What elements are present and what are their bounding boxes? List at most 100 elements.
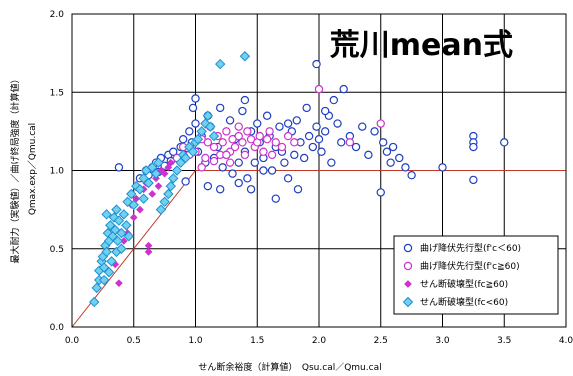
- data-point: [395, 153, 404, 163]
- data-point: [469, 175, 478, 185]
- data-point: [112, 235, 123, 247]
- legend-item: 曲げ降伏先行型(f'c≧60): [403, 260, 520, 272]
- data-point: [243, 174, 252, 183]
- data-point: [101, 246, 112, 258]
- data-point: [128, 199, 139, 211]
- legend: 曲げ降伏先行型(f'c＜60) 曲げ降伏先行型(f'c≧60) せん断破壊型(fc≧…: [393, 235, 559, 315]
- y-tick-label: 1.0: [50, 167, 65, 177]
- data-points: [89, 51, 509, 308]
- data-point: [123, 231, 135, 242]
- legend-label: せん断破壊型(fc≧60): [420, 278, 508, 290]
- x-tick-label: 3.5: [497, 336, 511, 346]
- data-point: [376, 119, 385, 128]
- data-point: [265, 127, 274, 136]
- data-point: [290, 150, 299, 160]
- data-point: [215, 185, 225, 194]
- data-point: [159, 196, 170, 208]
- x-tick-label: 0.5: [127, 336, 141, 346]
- data-point: [144, 248, 153, 256]
- data-point: [240, 150, 250, 160]
- data-point: [267, 166, 277, 175]
- data-point: [160, 169, 169, 178]
- data-point: [314, 84, 324, 94]
- x-tick-label: 0.0: [65, 336, 80, 346]
- data-point: [191, 94, 200, 103]
- legend-item: 曲げ降伏先行型(f'c＜60): [403, 242, 521, 254]
- data-point: [89, 296, 100, 308]
- y-tick-label: 2.0: [50, 10, 65, 20]
- data-point: [116, 243, 127, 254]
- data-point: [250, 158, 259, 167]
- y-tick-label: 1.5: [50, 88, 64, 98]
- legend-box: [393, 235, 559, 315]
- data-point: [407, 170, 416, 180]
- data-point: [166, 158, 175, 167]
- data-point: [388, 142, 398, 152]
- data-point: [292, 116, 301, 125]
- data-point: [312, 122, 321, 131]
- data-point: [320, 127, 330, 136]
- data-point: [218, 163, 227, 172]
- data-point: [191, 119, 200, 128]
- x-tick-label: 1.0: [188, 336, 203, 346]
- data-point: [262, 134, 272, 144]
- data-point: [111, 204, 122, 215]
- data-point: [222, 150, 231, 160]
- data-point: [196, 126, 207, 137]
- data-point: [201, 153, 210, 163]
- data-point: [255, 131, 264, 141]
- data-point: [144, 241, 153, 250]
- data-point: [180, 152, 191, 164]
- data-point: [148, 190, 157, 198]
- data-point: [283, 131, 293, 141]
- data-point: [143, 177, 154, 189]
- data-point: [116, 227, 127, 239]
- data-point: [438, 163, 447, 172]
- data-point: [203, 138, 213, 147]
- data-point: [401, 163, 410, 172]
- data-point: [203, 181, 213, 191]
- data-point: [165, 180, 177, 192]
- data-point: [404, 280, 412, 288]
- data-point: [351, 142, 361, 152]
- data-point: [317, 147, 326, 156]
- data-point: [337, 138, 346, 147]
- y-axis-label: 最大耐力（実験値）／曲げ終局強度（計算値）: [9, 74, 21, 263]
- data-point: [402, 296, 414, 308]
- data-point: [171, 165, 183, 176]
- data-point: [192, 133, 204, 145]
- data-point: [225, 158, 235, 167]
- data-point: [259, 166, 268, 175]
- data-point: [277, 142, 287, 152]
- data-point: [234, 178, 243, 188]
- data-point: [280, 158, 289, 167]
- x-tick-label: 2.0: [312, 336, 327, 346]
- data-point: [215, 103, 225, 113]
- data-point: [138, 193, 149, 204]
- chart-title: 荒川mean式: [330, 28, 513, 63]
- data-point: [168, 173, 179, 184]
- x-tick-label: 2.5: [374, 336, 388, 346]
- data-point: [271, 194, 280, 203]
- data-point: [246, 185, 256, 194]
- data-point: [293, 185, 303, 194]
- legend-label: 曲げ降伏先行型(f'c＜60): [420, 242, 521, 254]
- y-tick-label: 0.5: [50, 245, 64, 255]
- data-point: [243, 127, 252, 136]
- data-point: [333, 119, 342, 128]
- data-point: [364, 150, 373, 160]
- tick-labels: 0.0 0.5 1.0 1.5 2.0 2.5 3.0 3.5 4.0 0.0 0.5 1.0 1.5 2…: [50, 10, 573, 346]
- data-point: [208, 130, 220, 142]
- data-point: [134, 184, 146, 195]
- data-point: [209, 156, 219, 166]
- legend-label: せん断破壊型(fc<60): [420, 296, 508, 308]
- data-point: [259, 147, 268, 156]
- data-point: [222, 127, 231, 136]
- data-point: [308, 142, 318, 152]
- data-point: [302, 103, 311, 113]
- data-point: [299, 153, 309, 163]
- data-point: [376, 188, 385, 197]
- x-tick-label: 3.0: [435, 336, 450, 346]
- data-point: [379, 138, 388, 147]
- data-point: [253, 119, 262, 128]
